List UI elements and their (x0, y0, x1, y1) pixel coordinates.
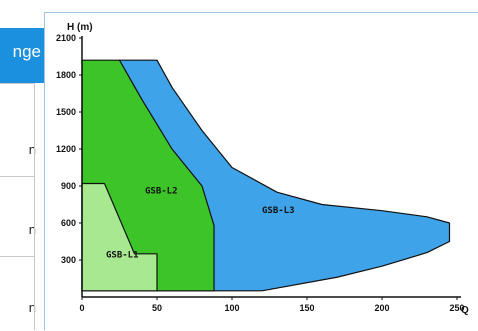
y-tick-label: 900 (61, 181, 76, 191)
x-tick-label: 100 (224, 303, 239, 313)
side-table-divider (0, 83, 34, 84)
x-tick-label: 250 (449, 303, 464, 313)
x-tick-label: 150 (299, 303, 314, 313)
region-label-gsb-l2: GSB-L2 (145, 186, 178, 196)
pump-range-chart: 300 600 900 1200 1500 1800 2100 0 50 100 150 200 250… (56, 22, 469, 316)
y-tick-label: 2100 (56, 33, 76, 43)
side-table-header: nge (0, 28, 44, 83)
x-tick-label: 200 (374, 303, 389, 313)
side-table-cell: n (28, 222, 36, 237)
side-table-cell: n (28, 142, 36, 157)
side-table-cell: n (28, 300, 36, 315)
y-tick-label: 1200 (56, 144, 76, 154)
x-tick-label: 0 (79, 303, 84, 313)
y-tick-label: 600 (61, 218, 76, 228)
x-tick-label: 50 (152, 303, 162, 313)
region-label-gsb-l1: GSB-L1 (106, 251, 139, 261)
x-axis-label: Q (461, 305, 469, 316)
region-label-gsb-l3: GSB-L3 (262, 206, 295, 216)
y-axis-label: H (m) (67, 22, 93, 33)
side-table-edge (34, 83, 35, 330)
side-table-divider (0, 256, 34, 257)
y-tick-label: 300 (61, 255, 76, 265)
y-tick-label: 1800 (56, 70, 76, 80)
side-table-divider (0, 176, 34, 177)
y-tick-label: 1500 (56, 107, 76, 117)
side-table-header-label: nge (12, 42, 41, 61)
side-table: nge n n n (0, 0, 44, 330)
chart-frame: 300 600 900 1200 1500 1800 2100 0 50 100 150 200 250… (44, 12, 478, 330)
